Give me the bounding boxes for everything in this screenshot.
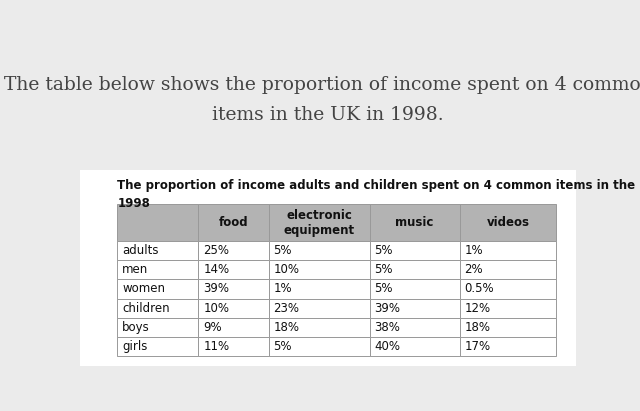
Bar bbox=[198, 337, 269, 356]
Bar bbox=[269, 260, 370, 279]
Bar bbox=[460, 260, 556, 279]
Text: 17%: 17% bbox=[465, 340, 491, 353]
Text: The proportion of income adults and children spent on 4 common items in the UK i: The proportion of income adults and chil… bbox=[117, 179, 640, 210]
Bar bbox=[198, 241, 269, 260]
Text: 39%: 39% bbox=[204, 282, 229, 296]
Bar bbox=[460, 241, 556, 260]
Bar bbox=[117, 241, 198, 260]
Bar bbox=[117, 337, 198, 356]
Text: 5%: 5% bbox=[374, 282, 393, 296]
Text: 18%: 18% bbox=[274, 321, 300, 334]
Bar bbox=[460, 279, 556, 298]
Bar bbox=[117, 318, 198, 337]
Bar bbox=[117, 298, 198, 318]
Text: 2%: 2% bbox=[465, 263, 483, 276]
Text: videos: videos bbox=[486, 216, 529, 229]
Text: The table below shows the proportion of income spent on 4 common: The table below shows the proportion of … bbox=[4, 76, 640, 94]
Text: men: men bbox=[122, 263, 148, 276]
Bar bbox=[198, 204, 269, 241]
Bar bbox=[370, 337, 460, 356]
Text: 23%: 23% bbox=[274, 302, 300, 315]
Bar bbox=[198, 279, 269, 298]
Bar bbox=[80, 49, 576, 170]
Text: 39%: 39% bbox=[374, 302, 401, 315]
Bar bbox=[117, 279, 198, 298]
Bar bbox=[370, 318, 460, 337]
Text: children: children bbox=[122, 302, 170, 315]
Text: 5%: 5% bbox=[274, 340, 292, 353]
Text: 11%: 11% bbox=[204, 340, 230, 353]
Text: 18%: 18% bbox=[465, 321, 490, 334]
Text: 12%: 12% bbox=[465, 302, 491, 315]
Text: 10%: 10% bbox=[274, 263, 300, 276]
Bar bbox=[269, 318, 370, 337]
Bar bbox=[460, 204, 556, 241]
Bar bbox=[370, 260, 460, 279]
Text: 1%: 1% bbox=[274, 282, 292, 296]
Text: electronic
equipment: electronic equipment bbox=[284, 209, 355, 237]
Text: 1%: 1% bbox=[465, 244, 483, 257]
Text: 10%: 10% bbox=[204, 302, 229, 315]
Text: music: music bbox=[396, 216, 434, 229]
Text: girls: girls bbox=[122, 340, 148, 353]
Text: food: food bbox=[219, 216, 248, 229]
Bar bbox=[198, 260, 269, 279]
Text: 5%: 5% bbox=[274, 244, 292, 257]
Text: 0.5%: 0.5% bbox=[465, 282, 494, 296]
Bar bbox=[80, 170, 576, 366]
Text: 14%: 14% bbox=[204, 263, 230, 276]
Text: women: women bbox=[122, 282, 165, 296]
Bar bbox=[370, 279, 460, 298]
Bar bbox=[460, 318, 556, 337]
Text: 40%: 40% bbox=[374, 340, 401, 353]
Bar bbox=[269, 241, 370, 260]
Text: 5%: 5% bbox=[374, 244, 393, 257]
Bar bbox=[198, 318, 269, 337]
Bar bbox=[370, 298, 460, 318]
Text: 5%: 5% bbox=[374, 263, 393, 276]
Bar bbox=[460, 298, 556, 318]
Text: items in the UK in 1998.: items in the UK in 1998. bbox=[212, 106, 444, 124]
Text: 38%: 38% bbox=[374, 321, 401, 334]
Bar bbox=[269, 337, 370, 356]
Bar bbox=[269, 279, 370, 298]
Text: adults: adults bbox=[122, 244, 159, 257]
Text: boys: boys bbox=[122, 321, 150, 334]
Bar bbox=[370, 204, 460, 241]
Text: 9%: 9% bbox=[204, 321, 222, 334]
Bar bbox=[269, 204, 370, 241]
Bar bbox=[370, 241, 460, 260]
Bar bbox=[269, 298, 370, 318]
Text: 25%: 25% bbox=[204, 244, 229, 257]
Bar bbox=[117, 260, 198, 279]
Bar bbox=[198, 298, 269, 318]
Bar bbox=[117, 204, 198, 241]
Bar bbox=[460, 337, 556, 356]
